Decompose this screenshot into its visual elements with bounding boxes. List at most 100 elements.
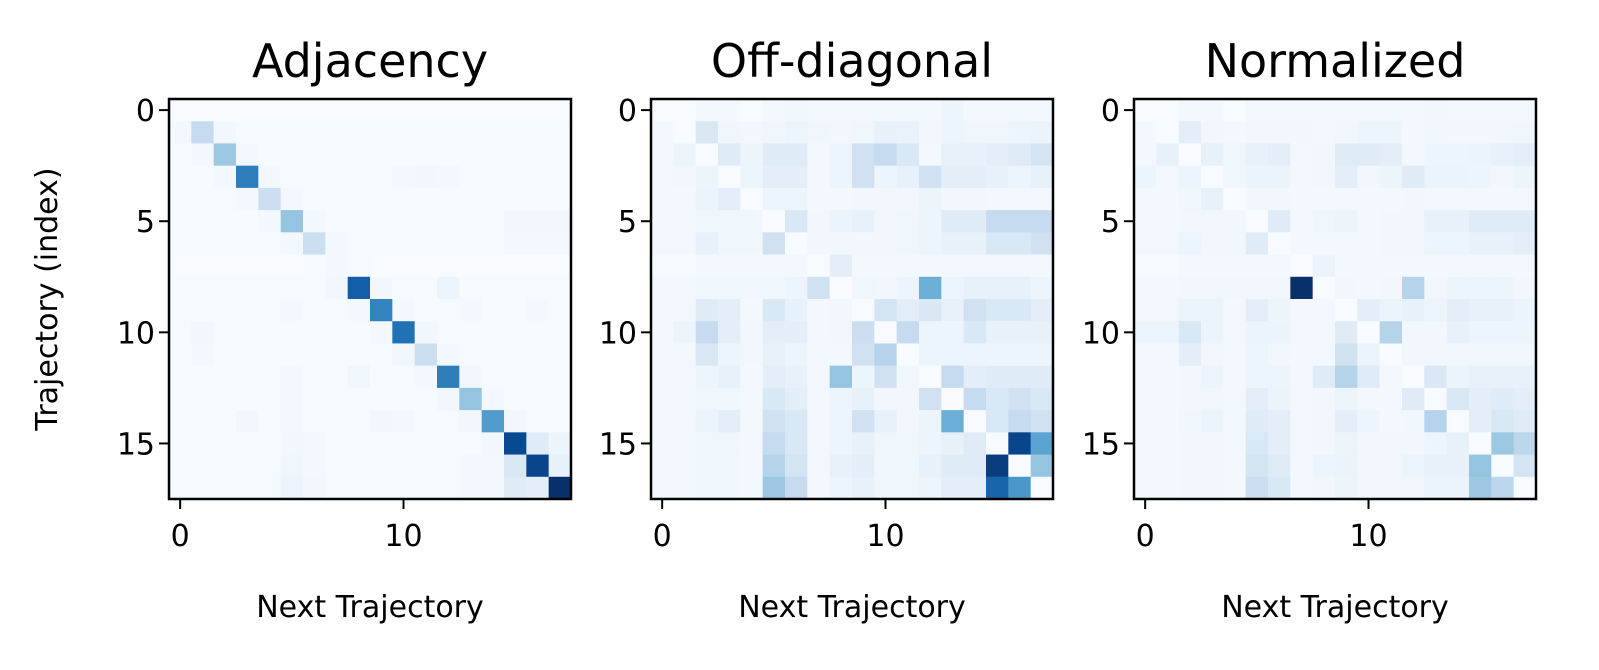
heatmap-cell-r7-c12 [1402, 254, 1425, 278]
heatmap-cell-r12-c17 [548, 365, 572, 389]
heatmap-cell-r11-c3 [718, 343, 741, 367]
heatmap-cell-r11-c8 [1312, 343, 1336, 367]
heatmap-cell-r13-c13 [941, 387, 965, 411]
heatmap-cell-r8-c6 [785, 276, 808, 300]
heatmap-cell-r0-c14 [1446, 99, 1470, 122]
heatmap-cell-r3-c7 [807, 165, 831, 189]
heatmap-cell-r4-c10 [874, 187, 898, 211]
heatmap-cell-r4-c15 [1469, 187, 1492, 211]
heatmap-cell-r12-c8 [1312, 365, 1336, 389]
heatmap-cell-r10-c16 [526, 321, 550, 345]
heatmap-cell-r0-c1 [673, 99, 697, 122]
heatmap-cell-r16-c17 [1513, 454, 1537, 478]
heatmap-cell-r7-c0 [1134, 254, 1157, 278]
heatmap-cell-r16-c8 [829, 454, 853, 478]
heatmap-cell-r9-c11 [414, 299, 438, 322]
heatmap-cell-r16-c3 [718, 454, 741, 478]
heatmap-cell-r16-c5 [1245, 454, 1269, 478]
heatmap-cell-r7-c12 [437, 254, 460, 278]
heatmap-cell-r5-c16 [526, 210, 550, 233]
heatmap-cell-r6-c6 [303, 232, 326, 256]
heatmap-cell-r11-c14 [963, 343, 987, 367]
heatmap-cell-r12-c12 [1402, 365, 1425, 389]
heatmap-cell-r4-c9 [852, 187, 875, 211]
heatmap-cell-r6-c17 [1513, 232, 1537, 256]
heatmap-cell-r2-c6 [785, 143, 808, 167]
heatmap-cell-r11-c7 [325, 343, 349, 367]
heatmap-cell-r15-c0 [651, 432, 674, 456]
heatmap-cell-r6-c16 [1008, 232, 1032, 256]
heatmap-cell-r10-c11 [1379, 321, 1403, 345]
heatmap-cell-r9-c11 [896, 299, 920, 322]
heatmap-cell-r10-c5 [762, 321, 786, 345]
heatmap-cell-r2-c1 [191, 143, 215, 167]
heatmap-cell-r10-c16 [1008, 321, 1032, 345]
heatmap-cell-r11-c9 [370, 343, 393, 367]
heatmap-cell-r2-c14 [481, 143, 505, 167]
heatmap-cell-r8-c2 [213, 276, 237, 300]
heatmap-cell-r7-c17 [548, 254, 572, 278]
heatmap-cell-r1-c14 [481, 121, 505, 145]
heatmap-cell-r5-c13 [459, 210, 483, 233]
heatmap-cell-r1-c6 [1268, 121, 1291, 145]
heatmap-cell-r1-c2 [1178, 121, 1202, 145]
heatmap-cell-r4-c2 [213, 187, 237, 211]
heatmap-cell-r13-c5 [1245, 387, 1269, 411]
heatmap-cell-r9-c3 [718, 299, 741, 322]
heatmap-cell-r13-c4 [740, 387, 764, 411]
y-tick-label: 5 [618, 205, 637, 240]
heatmap-cell-r1-c11 [414, 121, 438, 145]
heatmap-cell-r2-c6 [303, 143, 326, 167]
x-tick-label: 10 [1349, 519, 1387, 554]
heatmap-cell-r11-c0 [169, 343, 192, 367]
heatmap-cell-r7-c0 [169, 254, 192, 278]
heatmap-cell-r2-c7 [807, 143, 831, 167]
heatmap-cell-r8-c11 [896, 276, 920, 300]
heatmap-cell-r17-c4 [740, 476, 764, 500]
heatmap-cell-r4-c15 [504, 187, 527, 211]
heatmap-cell-r9-c14 [481, 299, 505, 322]
heatmap-cell-r13-c6 [1268, 387, 1291, 411]
heatmap-cell-r12-c10 [1357, 365, 1381, 389]
heatmap-cell-r2-c12 [919, 143, 942, 167]
heatmap-cell-r0-c9 [370, 99, 393, 122]
heatmap-cell-r5-c11 [896, 210, 920, 233]
heatmap-cell-r4-c0 [1134, 187, 1157, 211]
heatmap-cell-r9-c8 [347, 299, 371, 322]
heatmap-cell-r1-c7 [1290, 121, 1314, 145]
heatmap-cell-r0-c8 [347, 99, 371, 122]
heatmap-cell-r4-c13 [941, 187, 965, 211]
heatmap-cell-r6-c6 [785, 232, 808, 256]
heatmap-cell-r1-c17 [1030, 121, 1054, 145]
heatmap-cell-r7-c6 [303, 254, 326, 278]
heatmap-cell-r14-c16 [526, 410, 550, 433]
heatmap-cell-r17-c14 [481, 476, 505, 500]
heatmap-cell-r5-c1 [191, 210, 215, 233]
heatmap-cell-r11-c10 [392, 343, 416, 367]
heatmap-cell-r7-c9 [1335, 254, 1358, 278]
heatmap-cell-r9-c15 [1469, 299, 1492, 322]
heatmap-cell-r4-c17 [1030, 187, 1054, 211]
heatmap-cell-r5-c14 [963, 210, 987, 233]
heatmap-cell-r2-c6 [1268, 143, 1291, 167]
heatmap-cell-r9-c9 [1335, 299, 1358, 322]
heatmap-cell-r5-c4 [1223, 210, 1247, 233]
heatmap-cell-r14-c16 [1008, 410, 1032, 433]
heatmap-cell-r12-c17 [1513, 365, 1537, 389]
heatmap-cell-r14-c5 [1245, 410, 1269, 433]
heatmap-cell-r13-c5 [280, 387, 304, 411]
heatmap-cell-r10-c2 [1178, 321, 1202, 345]
heatmap-cell-r13-c1 [673, 387, 697, 411]
heatmap-cell-r5-c7 [1290, 210, 1314, 233]
heatmap-cell-r12-c4 [258, 365, 282, 389]
heatmap-cell-r17-c3 [718, 476, 741, 500]
heatmap-cell-r3-c1 [1156, 165, 1180, 189]
heatmap-cell-r1-c10 [874, 121, 898, 145]
heatmap-cell-r3-c0 [651, 165, 674, 189]
heatmap-cell-r10-c4 [740, 321, 764, 345]
heatmap-cell-r10-c13 [459, 321, 483, 345]
heatmap-cell-r7-c11 [896, 254, 920, 278]
heatmap-cell-r9-c3 [1201, 299, 1224, 322]
heatmap-cell-r1-c2 [213, 121, 237, 145]
heatmap-cell-r2-c15 [504, 143, 527, 167]
